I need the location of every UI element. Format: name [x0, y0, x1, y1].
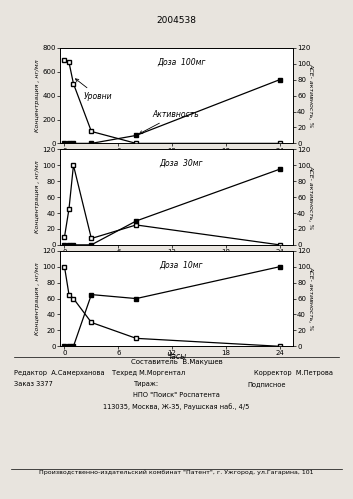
Text: Доза  10мг: Доза 10мг: [160, 260, 203, 269]
Text: 2004538: 2004538: [156, 16, 197, 25]
Y-axis label: АСЕ- активность, %: АСЕ- активность, %: [309, 266, 313, 331]
Text: Уровни: Уровни: [76, 79, 113, 101]
Text: Подписное: Подписное: [247, 381, 286, 387]
Text: Заказ 3377: Заказ 3377: [14, 381, 53, 387]
Text: Составитель  В.Макушев: Составитель В.Макушев: [131, 359, 222, 365]
Text: 113035, Москва, Ж-35, Раушская наб., 4/5: 113035, Москва, Ж-35, Раушская наб., 4/5: [103, 403, 250, 410]
Text: Производственно-издательский комбинат "Патент", г. Ужгород, ул.Гагарина, 101: Производственно-издательский комбинат "П…: [39, 470, 314, 475]
Text: Доза  30мг: Доза 30мг: [160, 159, 203, 168]
Text: Корректор  М.Петрова: Корректор М.Петрова: [254, 370, 333, 376]
Text: НПО "Поиск" Роспатента: НПО "Поиск" Роспатента: [133, 392, 220, 398]
Text: Редактор  А.Самерханова: Редактор А.Самерханова: [14, 370, 105, 376]
Text: Тираж:: Тираж:: [134, 381, 159, 387]
Text: Техред М.Моргентал: Техред М.Моргентал: [112, 370, 185, 376]
Text: Доза  100мг: Доза 100мг: [157, 57, 205, 66]
Text: Часы: Часы: [166, 352, 187, 361]
Y-axis label: Концентрация , нг/мл: Концентрация , нг/мл: [35, 59, 40, 132]
Y-axis label: АСЕ- активность, %: АСЕ- активность, %: [309, 63, 313, 128]
Y-axis label: Концентрация , нг/мл: Концентрация , нг/мл: [35, 161, 40, 234]
Text: Активность: Активность: [139, 110, 199, 134]
Y-axis label: АСЕ- активность, %: АСЕ- активность, %: [309, 165, 313, 230]
Y-axis label: Концентрация , нг/мл: Концентрация , нг/мл: [35, 262, 40, 335]
